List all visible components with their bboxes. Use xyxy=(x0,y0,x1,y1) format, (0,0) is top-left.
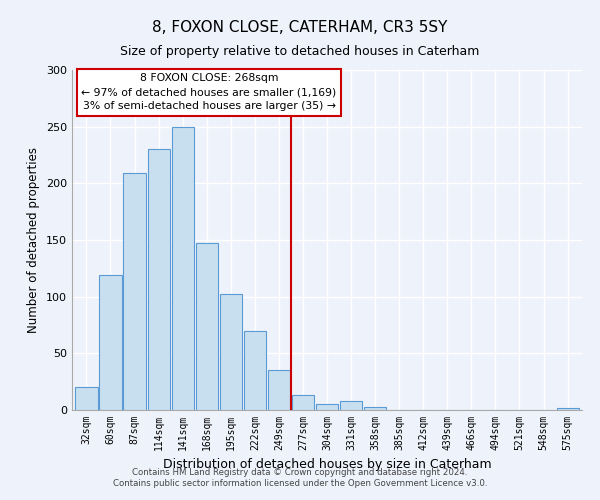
Bar xyxy=(196,244,218,410)
Y-axis label: Number of detached properties: Number of detached properties xyxy=(28,147,40,333)
Bar xyxy=(268,370,290,410)
Bar xyxy=(364,406,386,410)
Bar xyxy=(340,401,362,410)
Text: 8 FOXON CLOSE: 268sqm
← 97% of detached houses are smaller (1,169)
3% of semi-de: 8 FOXON CLOSE: 268sqm ← 97% of detached … xyxy=(82,74,337,112)
Bar xyxy=(220,294,242,410)
Bar xyxy=(124,173,146,410)
Bar xyxy=(292,396,314,410)
Bar xyxy=(172,126,194,410)
Bar xyxy=(316,404,338,410)
Bar xyxy=(557,408,578,410)
Text: Contains HM Land Registry data © Crown copyright and database right 2024.
Contai: Contains HM Land Registry data © Crown c… xyxy=(113,468,487,487)
Bar xyxy=(148,150,170,410)
Bar xyxy=(76,388,98,410)
X-axis label: Distribution of detached houses by size in Caterham: Distribution of detached houses by size … xyxy=(163,458,491,471)
Bar xyxy=(244,330,266,410)
Bar xyxy=(100,275,122,410)
Text: 8, FOXON CLOSE, CATERHAM, CR3 5SY: 8, FOXON CLOSE, CATERHAM, CR3 5SY xyxy=(152,20,448,35)
Text: Size of property relative to detached houses in Caterham: Size of property relative to detached ho… xyxy=(121,45,479,58)
